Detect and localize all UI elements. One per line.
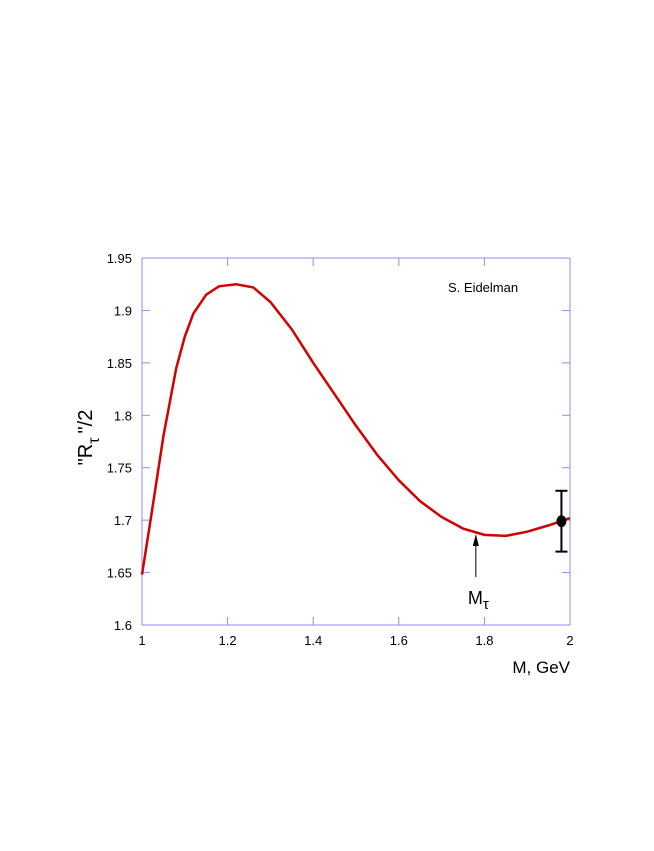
y-tick-label: 1.65 [107,566,132,581]
annotation-subscript: τ [483,596,489,613]
y-label-suffix: "/2 [75,410,97,434]
x-tick-label: 1.8 [475,633,493,648]
y-tick-label: 1.9 [114,303,132,318]
y-tick-label: 1.85 [107,356,132,371]
y-label-text: "R [75,444,97,466]
x-axis-label: M, GeV [512,658,570,677]
y-tick-label: 1.95 [107,251,132,266]
annotation-text: M [468,588,483,608]
y-label-subscript: τ [86,437,103,444]
y-tick-label: 1.75 [107,461,132,476]
x-tick-label: 1 [138,633,145,648]
x-tick-label: 1.6 [390,633,408,648]
y-tick-label: 1.7 [114,513,132,528]
curve [140,282,571,575]
data-point [556,515,567,528]
plot-frame [141,257,571,626]
y-tick-label: 1.6 [114,618,132,633]
y-axis-label: "Rτ "/2 [75,410,103,466]
x-tick-label: 2 [566,633,573,648]
annotation-arrowhead [472,534,479,546]
annotation: Mτ [468,588,489,613]
x-tick-label: 1.4 [304,633,322,648]
note: S. Eidelman [448,280,518,295]
x-tick-label: 1.2 [219,633,237,648]
y-tick-label: 1.8 [114,408,132,423]
